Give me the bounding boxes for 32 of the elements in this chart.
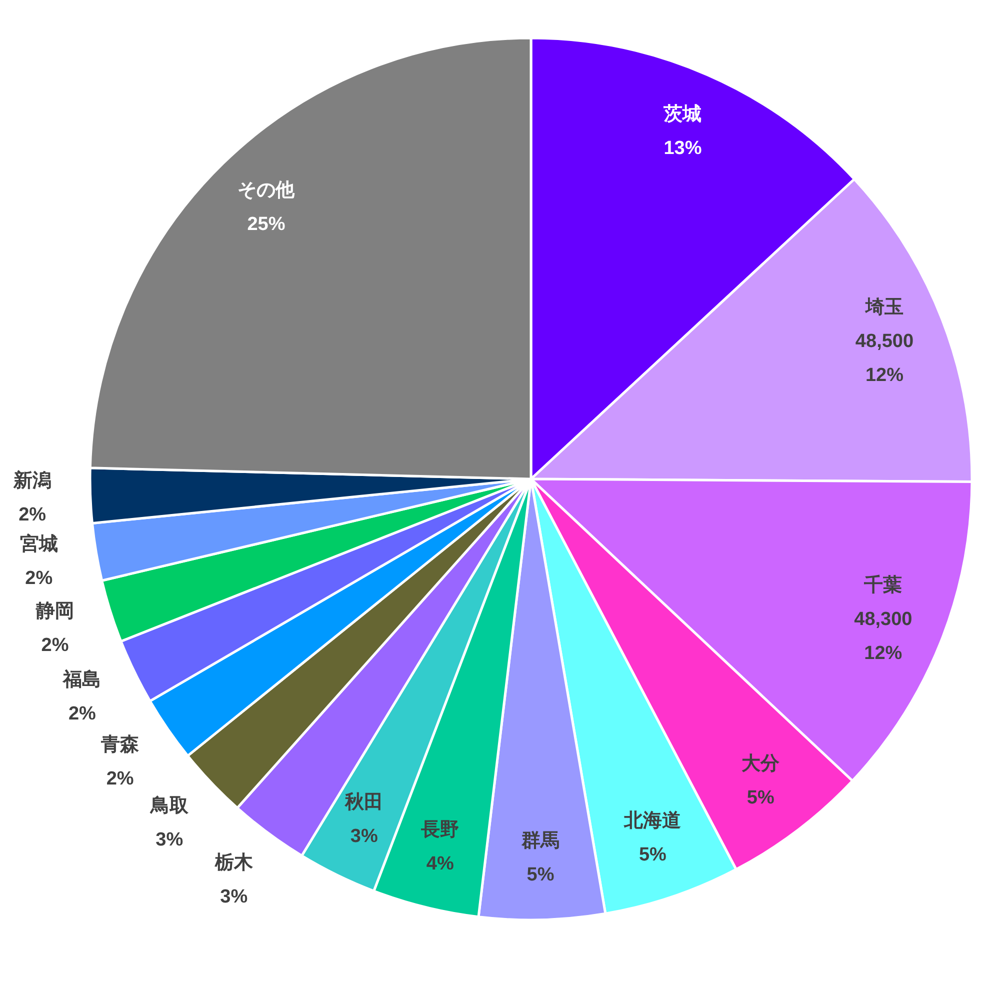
slice-label: 静岡 <box>34 601 74 622</box>
data-label: 3% <box>156 829 184 850</box>
slice-label: 秋田 <box>344 792 384 814</box>
slice-label: 群馬 <box>520 830 560 852</box>
data-label: 5% <box>638 844 667 866</box>
data-label: 5% <box>526 864 554 886</box>
slice-label: 福島 <box>62 668 102 691</box>
data-label: 3% <box>350 826 378 848</box>
data-label: 2% <box>25 568 53 590</box>
slice-label: 北海道 <box>623 810 682 832</box>
data-label: 13% <box>664 138 702 159</box>
data-label: 2% <box>18 504 46 526</box>
data-label: 48,300 12% <box>854 609 912 664</box>
data-label: 4% <box>426 854 454 875</box>
slice-label: 埼玉 <box>864 297 904 318</box>
data-label: 5% <box>746 787 774 808</box>
slice-label: 青森 <box>100 734 140 756</box>
slice-label: 鳥取 <box>149 794 190 816</box>
slice-label: 新潟 <box>12 469 52 492</box>
data-label: 48,500 12% <box>855 331 914 386</box>
data-label: 2% <box>41 635 69 656</box>
data-label: 2% <box>106 768 134 790</box>
data-label: 3% <box>220 886 248 908</box>
slice-label: 長野 <box>420 820 460 841</box>
slice-label: その他 <box>238 180 296 201</box>
slice-label: 大分 <box>742 752 781 774</box>
slice-label: 栃木 <box>214 851 254 874</box>
data-label: 25% <box>247 214 286 235</box>
slice-label: 宮城 <box>20 533 58 556</box>
slice-label: 千葉 <box>863 574 902 596</box>
slice-label: 茨城 <box>662 102 702 125</box>
data-label: 2% <box>68 704 96 725</box>
